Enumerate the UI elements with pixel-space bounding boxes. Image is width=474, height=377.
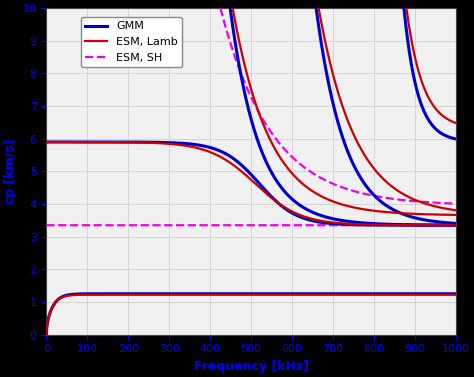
Y-axis label: cp [km/s]: cp [km/s]: [4, 139, 17, 204]
Legend: GMM, ESM, Lamb, ESM, SH: GMM, ESM, Lamb, ESM, SH: [81, 17, 182, 67]
X-axis label: Frequency [kHz]: Frequency [kHz]: [194, 360, 309, 373]
